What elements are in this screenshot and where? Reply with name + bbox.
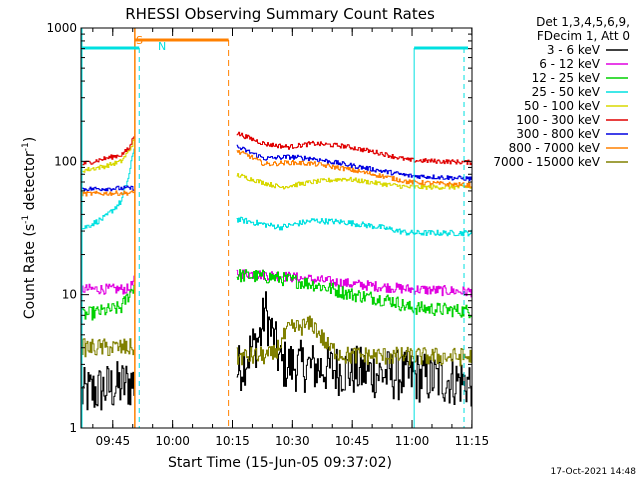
series-line <box>236 131 473 166</box>
legend-header-2: FDecim 1, Att 0 <box>537 29 630 43</box>
series-800-7000keV <box>81 150 473 197</box>
series-line <box>81 185 136 192</box>
series-line <box>81 190 136 197</box>
legend-label: 6 - 12 keV <box>539 57 601 71</box>
axis-layer: 1 10 100 1000 09:45 10:00 10:15 10:30 10:45 11:00… <box>46 21 489 448</box>
y-tick-label: 1000 <box>46 21 77 35</box>
series-line <box>81 361 136 411</box>
overlay-layer <box>81 28 469 428</box>
series-layer <box>81 131 473 411</box>
series-line <box>236 269 473 319</box>
series-line <box>81 338 136 358</box>
legend-label: 25 - 50 keV <box>532 85 601 99</box>
x-tick-label: 11:00 <box>395 434 430 448</box>
series-line <box>81 137 136 173</box>
series-12-25keV <box>81 269 473 321</box>
y-axis-label-main: Count Rate (s <box>22 224 38 319</box>
x-tick-label: 10:45 <box>335 434 370 448</box>
chart-title: RHESSI Observing Summary Count Rates <box>125 5 435 23</box>
series-line <box>236 144 473 181</box>
svg-text:Count Rate (s-1 detector-1): Count Rate (s-1 detector-1) <box>21 137 38 319</box>
x-tick-label: 11:15 <box>455 434 490 448</box>
legend-label: 50 - 100 keV <box>524 99 601 113</box>
x-tick-label: 10:15 <box>215 434 250 448</box>
x-axis-label: Start Time (15-Jun-05 09:37:02) <box>168 455 392 471</box>
legend-label: 3 - 6 keV <box>547 43 601 57</box>
series-line <box>236 173 473 190</box>
legend-label: 300 - 800 keV <box>516 127 600 141</box>
y-tick-label: 1 <box>69 421 77 435</box>
x-tick-label: 09:45 <box>96 434 131 448</box>
legend-label: 7000 - 15000 keV <box>493 155 600 169</box>
y-tick-label: 10 <box>62 288 77 302</box>
legend: Det 1,3,4,5,6,9, FDecim 1, Att 0 3 - 6 k… <box>493 15 630 169</box>
y-axis-label-sup1: -1 <box>21 215 31 224</box>
series-25-50keV <box>81 142 473 237</box>
legend-header-1: Det 1,3,4,5,6,9, <box>536 15 630 29</box>
series-300-800keV <box>81 144 473 192</box>
x-tick-label: 10:30 <box>275 434 310 448</box>
y-tick-label: 100 <box>54 154 77 168</box>
timestamp: 17-Oct-2021 14:48 <box>551 467 637 477</box>
legend-label: 100 - 300 keV <box>516 113 600 127</box>
series-line <box>236 315 473 367</box>
x-tick-label: 10:00 <box>155 434 190 448</box>
y-axis-label: Count Rate (s-1 detector-1) <box>21 137 38 319</box>
series-7000-15000keV <box>81 315 473 367</box>
plot-frame <box>80 27 473 429</box>
series-line <box>236 216 473 237</box>
series-line <box>81 284 136 321</box>
series-50-100keV <box>81 137 473 190</box>
y-axis-label-sup2: -1 <box>21 142 31 151</box>
series-line <box>81 142 136 232</box>
saa-label: S <box>136 34 143 47</box>
legend-label: 800 - 7000 keV <box>509 141 601 155</box>
y-axis-label-mid: detector <box>22 151 38 215</box>
series-100-300keV <box>81 131 473 166</box>
series-line <box>236 150 473 188</box>
series-line <box>81 133 136 166</box>
y-axis-label-end: ) <box>22 137 38 142</box>
series-line <box>81 275 136 295</box>
night-label: N <box>158 40 166 53</box>
legend-label: 12 - 25 keV <box>532 71 601 85</box>
